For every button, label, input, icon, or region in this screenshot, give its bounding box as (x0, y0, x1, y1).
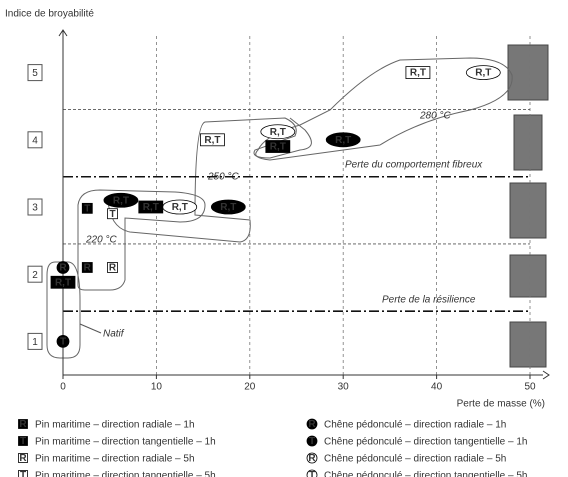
point (56, 334, 70, 348)
point (200, 133, 225, 147)
marker-label: R (84, 263, 92, 274)
y-tick-box (27, 265, 43, 283)
legend-label: Pin maritime – direction radiale – 5h (35, 454, 195, 465)
marker-label: R (308, 419, 316, 430)
x-axis-label: Perte de masse (%) (457, 399, 545, 410)
legend-marker (306, 435, 318, 447)
point (81, 262, 93, 273)
marker-label: R,T (475, 68, 491, 79)
point (56, 261, 70, 274)
point (103, 192, 139, 208)
marker-label: R,T (220, 202, 236, 213)
marker-label: T (84, 203, 90, 214)
legend-label: Pin maritime – direction tangentielle – … (35, 471, 216, 477)
point (325, 132, 361, 148)
y-tick-label: 5 (32, 68, 38, 79)
legend-label: Chêne pédonculé – direction radiale – 5h (324, 454, 506, 465)
point (260, 124, 296, 140)
annotation: Perte du comportement fibreux (345, 160, 483, 171)
marker-label: R,T (113, 195, 129, 206)
marker-label: R (19, 419, 27, 430)
legend-marker (18, 470, 28, 477)
y-tick-box (27, 131, 43, 149)
marker-label: T (20, 436, 26, 447)
x-tick-label: 40 (431, 382, 443, 393)
legend-label: Chêne pédonculé – direction tangentielle… (324, 471, 528, 477)
y-tick-label: 3 (32, 203, 38, 214)
point (81, 202, 93, 214)
marker-label: R,T (270, 127, 286, 138)
y-axis-arrow (58, 29, 68, 37)
legend-marker (18, 436, 28, 446)
point (405, 66, 431, 79)
legend-marker (18, 419, 28, 429)
marker-label: R (59, 263, 67, 274)
x-tick-label: 30 (338, 382, 350, 393)
marker-label: T (20, 470, 26, 477)
marker-label: T (109, 209, 115, 220)
y-tick-label: 1 (32, 337, 38, 348)
sample-photos (507, 44, 549, 368)
legend-marker (306, 452, 318, 464)
marker-label: T (60, 337, 66, 348)
marker-label: R,T (410, 68, 426, 79)
legend-marker (18, 453, 28, 463)
point (107, 208, 118, 220)
x-tick-label: 20 (244, 382, 256, 393)
annotation: 250 °C (207, 172, 239, 183)
y-tick-label: 4 (32, 135, 38, 146)
x-tick-label: 10 (151, 382, 163, 393)
point (107, 262, 118, 273)
x-tick-label: 0 (60, 382, 66, 393)
annotation: 220 °C (85, 235, 117, 246)
x-axis-arrow (542, 370, 550, 380)
marker-label: T (309, 470, 315, 477)
y-tick-box (27, 64, 43, 82)
y-tick-box (27, 332, 43, 350)
marker-label: R,T (335, 135, 351, 146)
point (50, 275, 76, 289)
x-tick-label: 50 (524, 382, 536, 393)
y-tick-box (27, 198, 43, 216)
legend-marker (306, 418, 318, 430)
annotation: 280 °C (419, 111, 451, 122)
annotation: Natif (103, 329, 125, 340)
legend-label: Chêne pédonculé – direction tangentielle… (324, 437, 528, 448)
enclosures (46, 57, 513, 359)
y-axis-label: Indice de broyabilité (5, 9, 94, 20)
marker-label: R,T (204, 135, 220, 146)
marker-label: R,T (55, 277, 71, 288)
marker-label: R,T (270, 142, 286, 153)
marker-label: R (109, 263, 117, 274)
legend-label: Pin maritime – direction tangentielle – … (35, 437, 216, 448)
marker-label: R (308, 453, 316, 464)
y-tick-label: 2 (32, 270, 38, 281)
legend-marker (306, 469, 318, 477)
marker-label: R,T (143, 202, 159, 213)
point (210, 199, 246, 215)
marker-label: R,T (172, 202, 188, 213)
legend-label: Chêne pédonculé – direction radiale – 1h (324, 420, 506, 431)
point (465, 65, 501, 80)
legend-label: Pin maritime – direction radiale – 1h (35, 420, 195, 431)
annotation-arrow (79, 323, 102, 334)
marker-label: T (309, 436, 315, 447)
marker-label: R (19, 453, 27, 464)
point (162, 199, 198, 215)
point (265, 140, 291, 153)
annotation: Perte de la résilience (382, 295, 476, 306)
